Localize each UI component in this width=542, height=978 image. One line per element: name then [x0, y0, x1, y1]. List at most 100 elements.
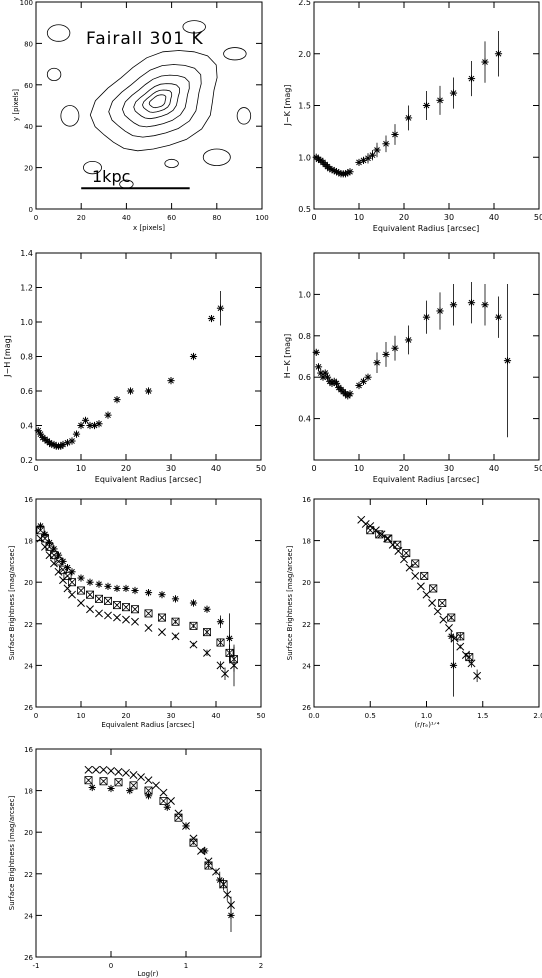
y-tick-label: 16 — [302, 496, 311, 504]
y-tick-label: 16 — [24, 746, 33, 754]
data-point-x — [230, 661, 238, 670]
data-point — [449, 661, 458, 669]
data-point — [346, 390, 354, 398]
data-point — [144, 589, 153, 597]
y-tick-label: 22 — [302, 621, 311, 629]
contour-ring — [133, 83, 180, 120]
data-point-box — [402, 549, 411, 558]
x-tick-label: 0 — [311, 213, 316, 222]
sb-r14-points — [357, 515, 482, 697]
data-point-x — [221, 669, 229, 678]
contour-ylabel: y [pixels] — [12, 89, 20, 121]
data-point-x — [212, 867, 220, 876]
y-tick-label: 26 — [24, 704, 33, 712]
data-point-box — [438, 599, 447, 608]
sb-radius-ylabel: Surface Brightness [mag/arcsec] — [8, 546, 16, 661]
x-tick-label: 40 — [211, 464, 221, 473]
data-point — [364, 154, 372, 162]
sb-radius-xlabel: Equivalent Radius [arcsec] — [101, 721, 194, 729]
data-point-box — [95, 594, 104, 603]
data-point — [227, 911, 235, 919]
data-point — [41, 530, 49, 538]
x-tick-label: 20 — [121, 464, 131, 473]
data-point-box — [113, 601, 122, 610]
data-point-box — [189, 621, 198, 630]
data-point — [391, 130, 399, 139]
data-point-box — [122, 603, 131, 612]
data-point — [382, 140, 390, 148]
data-point-x — [54, 567, 63, 576]
data-point — [144, 792, 153, 800]
data-point-box — [384, 534, 393, 543]
x-tick-label: 40 — [122, 214, 131, 222]
data-point — [113, 584, 121, 593]
jh-frame — [35, 252, 262, 461]
data-point-box — [420, 571, 429, 580]
y-tick-label: 20 — [302, 579, 311, 587]
x-tick-label: 50 — [257, 712, 266, 720]
data-point — [201, 847, 209, 855]
data-point-box — [104, 596, 113, 605]
contour-blob — [236, 107, 252, 125]
x-tick-label: 2.0 — [533, 712, 542, 720]
y-tick-label: 0.4 — [298, 415, 311, 424]
data-point-x — [107, 766, 115, 775]
y-tick-label: 18 — [24, 788, 33, 796]
data-point-x — [223, 890, 232, 899]
contour-ring — [108, 64, 202, 138]
data-point-x — [411, 572, 420, 580]
data-point-x — [36, 534, 45, 543]
y-tick-label: 1.0 — [20, 318, 33, 327]
data-point — [436, 307, 444, 315]
data-point — [404, 336, 413, 344]
data-point — [95, 580, 103, 588]
data-point — [72, 430, 81, 438]
data-point — [88, 783, 96, 792]
data-point — [36, 522, 45, 530]
hk-ylabel: H−K [mag] — [283, 334, 292, 379]
x-tick-label: 20 — [122, 712, 131, 720]
data-point-x — [77, 599, 85, 607]
data-point — [122, 584, 130, 593]
contour-ring — [148, 94, 167, 109]
contour-lines — [46, 20, 252, 189]
y-tick-label: 0.8 — [20, 353, 33, 362]
y-tick-label: 24 — [24, 912, 33, 920]
data-point — [359, 377, 368, 385]
data-point-x — [41, 542, 49, 551]
x-tick-label: 20 — [77, 214, 86, 222]
x-tick-label: 0 — [109, 962, 113, 970]
data-point — [449, 301, 458, 309]
y-tick-label: 1.2 — [20, 284, 33, 293]
jk-xlabel: Equivalent Radius [arcsec] — [373, 224, 479, 233]
data-point — [189, 599, 198, 607]
data-point-x — [473, 671, 482, 680]
data-point-box — [393, 540, 402, 549]
data-point-box — [68, 578, 77, 587]
data-point-x — [131, 617, 139, 626]
contour-ring — [121, 74, 190, 128]
x-tick-label: 1 — [184, 962, 188, 970]
jk-points — [312, 30, 503, 178]
data-point — [436, 96, 444, 104]
data-point — [373, 359, 381, 367]
y-tick-label: 1.0 — [298, 153, 311, 162]
sb-r14-ylabel: Surface Brightness [mag/arcsec] — [286, 546, 294, 661]
contour-blob — [202, 148, 231, 166]
y-tick-label: 0 — [29, 206, 33, 214]
x-tick-label: 50 — [256, 464, 266, 473]
data-point — [449, 89, 458, 97]
panel-sb-r14: 0.0 0.5 1.0 1.5 2.0 16 18 20 22 24 26 (r/rₑ)¹ᐟ⁴ Su… — [286, 496, 542, 729]
x-tick-label: 0.5 — [365, 712, 376, 720]
data-point-x — [122, 768, 130, 777]
data-point-x — [129, 771, 138, 779]
x-tick-label: 30 — [444, 464, 454, 473]
jh-xlabel: Equivalent Radius [arcsec] — [95, 475, 201, 484]
panel-sb-radius: 0 10 20 30 40 50 16 18 20 22 24 26 Equivalent Radiu… — [8, 496, 265, 729]
y-tick-label: 26 — [302, 704, 311, 712]
x-tick-label: 0 — [34, 214, 38, 222]
data-point-box — [465, 653, 474, 662]
y-tick-label: 20 — [24, 579, 33, 587]
x-tick-label: 1.5 — [477, 712, 488, 720]
sb-radius-points — [36, 522, 238, 687]
